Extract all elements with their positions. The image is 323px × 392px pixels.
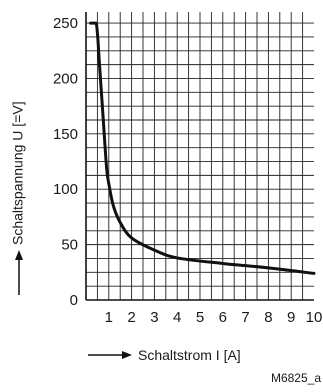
y-tick-label: 200 — [53, 70, 78, 87]
figure-id: M6825_a — [271, 371, 321, 385]
grid — [86, 12, 314, 300]
x-tick-label: 2 — [127, 309, 135, 326]
x-tick-label: 5 — [196, 309, 204, 326]
x-tick-label: 7 — [241, 309, 249, 326]
x-tick-labels: 1 2 3 4 5 6 7 8 9 10 — [105, 309, 323, 326]
y-tick-label: 50 — [61, 237, 78, 254]
x-tick-label: 6 — [219, 309, 227, 326]
x-tick-label: 3 — [150, 309, 158, 326]
y-tick-labels: 0 50 100 150 200 250 — [53, 15, 78, 309]
x-tick-label: 9 — [287, 309, 295, 326]
x-tick-label: 4 — [173, 309, 181, 326]
y-tick-label: 0 — [70, 292, 78, 309]
x-axis-label: Schaltstrom I [A] — [138, 347, 241, 363]
data-curve — [89, 21, 316, 275]
x-tick-label: 1 — [105, 309, 113, 326]
plot-frame — [85, 12, 314, 301]
y-tick-label: 150 — [53, 126, 78, 143]
y-axis-arrow-head — [15, 250, 23, 260]
x-axis-arrow-head — [122, 351, 132, 359]
y-axis-label-group: Schaltspannung U [=V] — [10, 101, 26, 295]
x-axis-label-group: Schaltstrom I [A] — [88, 347, 241, 363]
x-tick-label: 8 — [264, 309, 272, 326]
y-tick-label: 100 — [53, 181, 78, 198]
y-tick-label: 250 — [53, 15, 78, 32]
y-axis-label: Schaltspannung U [=V] — [10, 101, 26, 245]
x-tick-label: 10 — [306, 309, 323, 326]
